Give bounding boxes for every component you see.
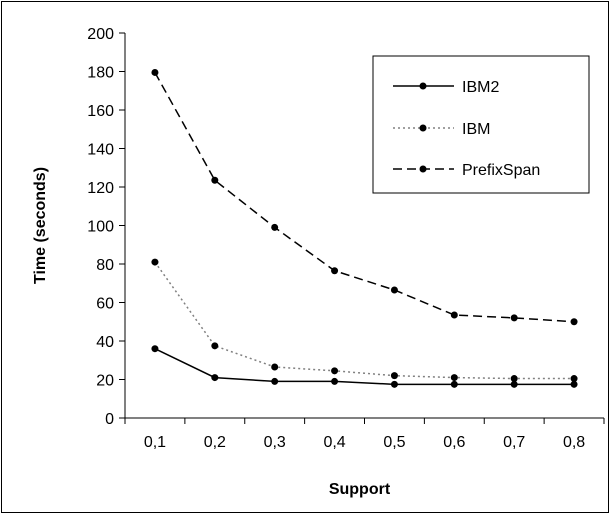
legend-box bbox=[372, 55, 590, 194]
data-point bbox=[151, 345, 159, 353]
data-point bbox=[510, 375, 518, 383]
y-tick-label: 40 bbox=[96, 334, 114, 351]
data-point bbox=[450, 311, 458, 319]
data-point bbox=[390, 372, 398, 380]
x-tick-label: 0,4 bbox=[323, 434, 345, 451]
data-point bbox=[151, 68, 159, 76]
legend: IBM2 IBM PrefixSpan bbox=[372, 55, 590, 194]
y-tick-label: 100 bbox=[87, 219, 114, 236]
y-tick-label: 180 bbox=[87, 65, 114, 82]
legend-label: IBM2 bbox=[462, 79, 499, 96]
y-tick-label: 0 bbox=[105, 411, 114, 428]
series-line bbox=[154, 72, 575, 323]
data-point bbox=[390, 286, 398, 294]
y-tick-label: 60 bbox=[96, 296, 114, 313]
legend-swatch-marker bbox=[419, 165, 427, 173]
x-tick-label: 0,5 bbox=[383, 434, 405, 451]
data-point bbox=[570, 375, 578, 383]
data-point bbox=[211, 374, 219, 382]
series-line bbox=[154, 261, 575, 380]
x-tick-label: 0,2 bbox=[204, 434, 226, 451]
series-line bbox=[154, 348, 575, 386]
data-point bbox=[271, 223, 279, 231]
data-point bbox=[390, 380, 398, 388]
data-point bbox=[331, 267, 339, 275]
data-point bbox=[450, 374, 458, 382]
data-point bbox=[211, 176, 219, 184]
x-tick-label: 0,6 bbox=[443, 434, 465, 451]
data-point bbox=[151, 258, 159, 266]
y-axis-title: Time (seconds) bbox=[32, 167, 49, 284]
legend-label: PrefixSpan bbox=[462, 162, 540, 179]
x-axis-title: Support bbox=[329, 481, 391, 498]
x-tick-label: 0,3 bbox=[264, 434, 286, 451]
data-point bbox=[510, 314, 518, 322]
data-point bbox=[450, 380, 458, 388]
y-tick-label: 120 bbox=[87, 180, 114, 197]
data-point bbox=[211, 342, 219, 350]
y-tick-label: 140 bbox=[87, 142, 114, 159]
x-tick-label: 0,1 bbox=[144, 434, 166, 451]
legend-label: IBM bbox=[462, 121, 490, 138]
data-point bbox=[271, 377, 279, 385]
legend-swatch-marker bbox=[419, 82, 427, 90]
y-tick-label: 160 bbox=[87, 103, 114, 120]
x-tick-label: 0,7 bbox=[503, 434, 525, 451]
x-tick-label: 0,8 bbox=[563, 434, 585, 451]
data-point bbox=[510, 380, 518, 388]
data-point bbox=[570, 318, 578, 326]
data-point bbox=[331, 377, 339, 385]
data-point bbox=[570, 380, 578, 388]
legend-swatch-marker bbox=[419, 124, 427, 132]
axes: 0 20 40 60 80 100 120 140 160 180 200 0,1 0,2 0,3 0,4 0… bbox=[87, 26, 605, 451]
y-tick-label: 80 bbox=[96, 257, 114, 274]
y-tick-label: 200 bbox=[87, 26, 114, 43]
series-layer bbox=[151, 68, 578, 388]
data-point bbox=[331, 367, 339, 375]
y-tick-label: 20 bbox=[96, 373, 114, 390]
data-point bbox=[271, 363, 279, 371]
